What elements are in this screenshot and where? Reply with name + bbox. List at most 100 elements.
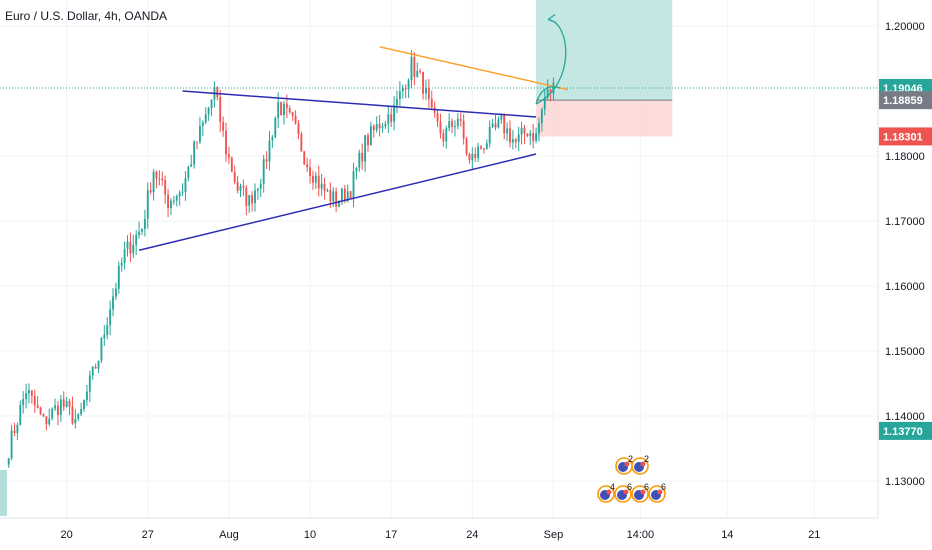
candle [436, 108, 439, 128]
candle [25, 383, 28, 409]
candle [340, 187, 343, 206]
x-tick-label: 14:00 [627, 529, 655, 541]
candle [294, 110, 297, 125]
candle [326, 188, 329, 192]
candle [245, 185, 248, 216]
candle [155, 170, 158, 189]
economic-events[interactable]: 2 2 4 6 6 6 [597, 454, 666, 503]
x-tick-label: Aug [219, 529, 239, 541]
candle [54, 398, 56, 412]
price-tag: 1.18301 [879, 127, 932, 146]
candle [526, 133, 529, 138]
candle [219, 89, 222, 133]
candle [97, 360, 100, 373]
candle [262, 154, 265, 193]
candle [42, 413, 45, 418]
candle [482, 147, 485, 154]
candle [396, 90, 398, 114]
candle [303, 150, 306, 166]
support-trendline[interactable] [138, 153, 537, 251]
candle [317, 165, 320, 197]
candle [210, 99, 213, 117]
candle [39, 406, 42, 416]
candle [410, 49, 413, 89]
candle [48, 408, 51, 427]
candle [549, 88, 552, 102]
candle [462, 114, 465, 145]
candle [404, 84, 407, 99]
candle [511, 130, 514, 150]
candle [355, 167, 358, 180]
candle [520, 121, 523, 145]
candle [251, 191, 254, 212]
candle [94, 363, 97, 369]
candle [416, 62, 419, 78]
time-axis[interactable] [0, 518, 932, 550]
candle [227, 146, 230, 164]
candle [149, 182, 152, 195]
candle [291, 111, 294, 121]
stop-zone[interactable] [536, 100, 673, 137]
candle [201, 120, 204, 137]
projection-arrow[interactable] [535, 13, 567, 105]
x-tick-label: 14 [721, 529, 733, 541]
candle [57, 400, 59, 426]
candle [239, 183, 242, 198]
candle [352, 162, 355, 208]
candle [323, 177, 326, 200]
economic-event-icon[interactable]: 6 [614, 482, 632, 503]
candle [100, 336, 103, 364]
economic-event-icon[interactable]: 2 [615, 454, 633, 475]
candle [297, 119, 300, 139]
event-count: 4 [610, 482, 615, 492]
candle [401, 84, 404, 99]
price-tag: 1.13770 [879, 421, 932, 440]
candle [117, 261, 120, 294]
candle [254, 183, 256, 212]
candle [175, 194, 178, 207]
candle [491, 118, 494, 129]
event-count: 2 [628, 454, 633, 464]
candle [19, 400, 22, 426]
event-count: 6 [627, 482, 632, 492]
candle [265, 151, 268, 170]
candle [314, 171, 317, 189]
candle [158, 170, 161, 186]
x-tick-labels: 20 27 Aug 10 17 24 Sep 14:00 14 21 [61, 529, 821, 541]
candle [471, 147, 474, 170]
drawings[interactable] [138, 13, 569, 251]
candle [459, 112, 462, 127]
triangle-top-trendline[interactable] [182, 90, 537, 118]
target-zone[interactable] [536, 0, 673, 101]
candle [477, 142, 480, 163]
candle [529, 129, 532, 145]
candle [164, 175, 167, 204]
candle [485, 139, 488, 150]
economic-event-icon[interactable]: 2 [631, 454, 649, 475]
price-tag-label: 1.13770 [883, 426, 923, 438]
candle [242, 179, 245, 197]
candle [167, 188, 170, 218]
candle [425, 79, 427, 101]
x-tick-label: Sep [544, 529, 564, 541]
candle [364, 135, 367, 172]
y-tick-label: 1.15000 [885, 346, 925, 358]
y-tick-labels: 1.13000 1.14000 1.15000 1.16000 1.17000 1.180… [885, 21, 925, 488]
candle [413, 51, 416, 86]
candle [419, 68, 422, 74]
candle [248, 194, 251, 213]
candle [85, 384, 88, 406]
candle [369, 121, 372, 146]
economic-event-icon[interactable]: 6 [631, 482, 649, 503]
candle [178, 190, 181, 206]
economic-event-icon[interactable]: 4 [597, 482, 615, 503]
candle [225, 122, 227, 162]
candle [187, 165, 190, 182]
economic-event-icon[interactable]: 6 [648, 482, 666, 503]
candle [372, 124, 375, 138]
candle [103, 325, 106, 346]
candle [71, 396, 74, 425]
resistance-trendline[interactable] [379, 46, 569, 91]
candle [181, 183, 184, 197]
